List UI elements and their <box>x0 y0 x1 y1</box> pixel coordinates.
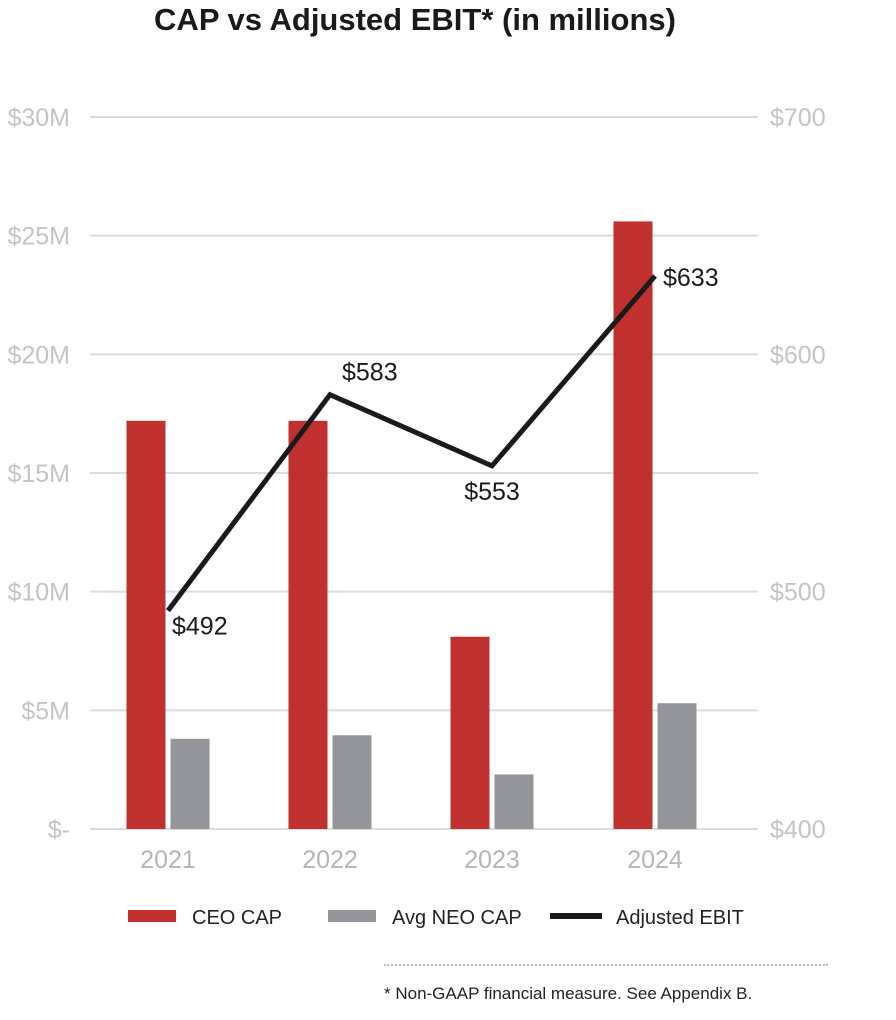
left-axis-tick-label: $15M <box>7 460 70 488</box>
data-label-adjusted-ebit: $553 <box>464 478 520 506</box>
x-axis-tick-label: 2022 <box>302 846 358 874</box>
x-axis-tick-label: 2023 <box>464 846 520 874</box>
data-label-adjusted-ebit: $633 <box>663 264 719 292</box>
right-axis-tick-label: $400 <box>770 816 826 844</box>
left-axis-tick-label: $10M <box>7 579 70 607</box>
line-adjusted-ebit <box>166 274 657 613</box>
data-label-adjusted-ebit: $583 <box>342 359 398 387</box>
left-axis-tick-label: $25M <box>7 223 70 251</box>
legend-label-adjusted-ebit: Adjusted EBIT <box>616 907 744 929</box>
left-axis-tick-label: $- <box>48 816 70 844</box>
legend-swatch-ceo-cap <box>128 910 176 922</box>
bar-ceo-cap <box>126 420 166 829</box>
left-axis-tick-label: $20M <box>7 341 70 369</box>
legend-swatch-avg-neo-cap <box>328 910 376 922</box>
legend-label-ceo-cap: CEO CAP <box>192 907 282 929</box>
left-axis-tick-label: $5M <box>21 697 70 725</box>
right-axis-tick-label: $500 <box>770 579 826 607</box>
bar-avg-neo-cap <box>332 735 372 829</box>
chart-title: CAP vs Adjusted EBIT* (in millions) <box>154 2 676 37</box>
legend-label-avg-neo-cap: Avg NEO CAP <box>392 907 522 929</box>
bar-ceo-cap <box>450 636 490 829</box>
x-axis-tick-label: 2021 <box>140 846 196 874</box>
bar-avg-neo-cap <box>170 738 210 829</box>
left-axis-tick-label: $30M <box>7 104 70 132</box>
x-axis-tick-label: 2024 <box>627 846 683 874</box>
data-label-adjusted-ebit: $492 <box>172 613 228 641</box>
bar-avg-neo-cap <box>494 774 534 829</box>
right-axis-tick-label: $700 <box>770 104 826 132</box>
bar-ceo-cap <box>288 420 328 829</box>
bar-avg-neo-cap <box>657 703 697 829</box>
footnote: * Non-GAAP financial measure. See Append… <box>384 984 753 1003</box>
bar-ceo-cap <box>613 221 653 830</box>
footnote-divider <box>384 964 828 966</box>
right-axis-tick-label: $600 <box>770 341 826 369</box>
